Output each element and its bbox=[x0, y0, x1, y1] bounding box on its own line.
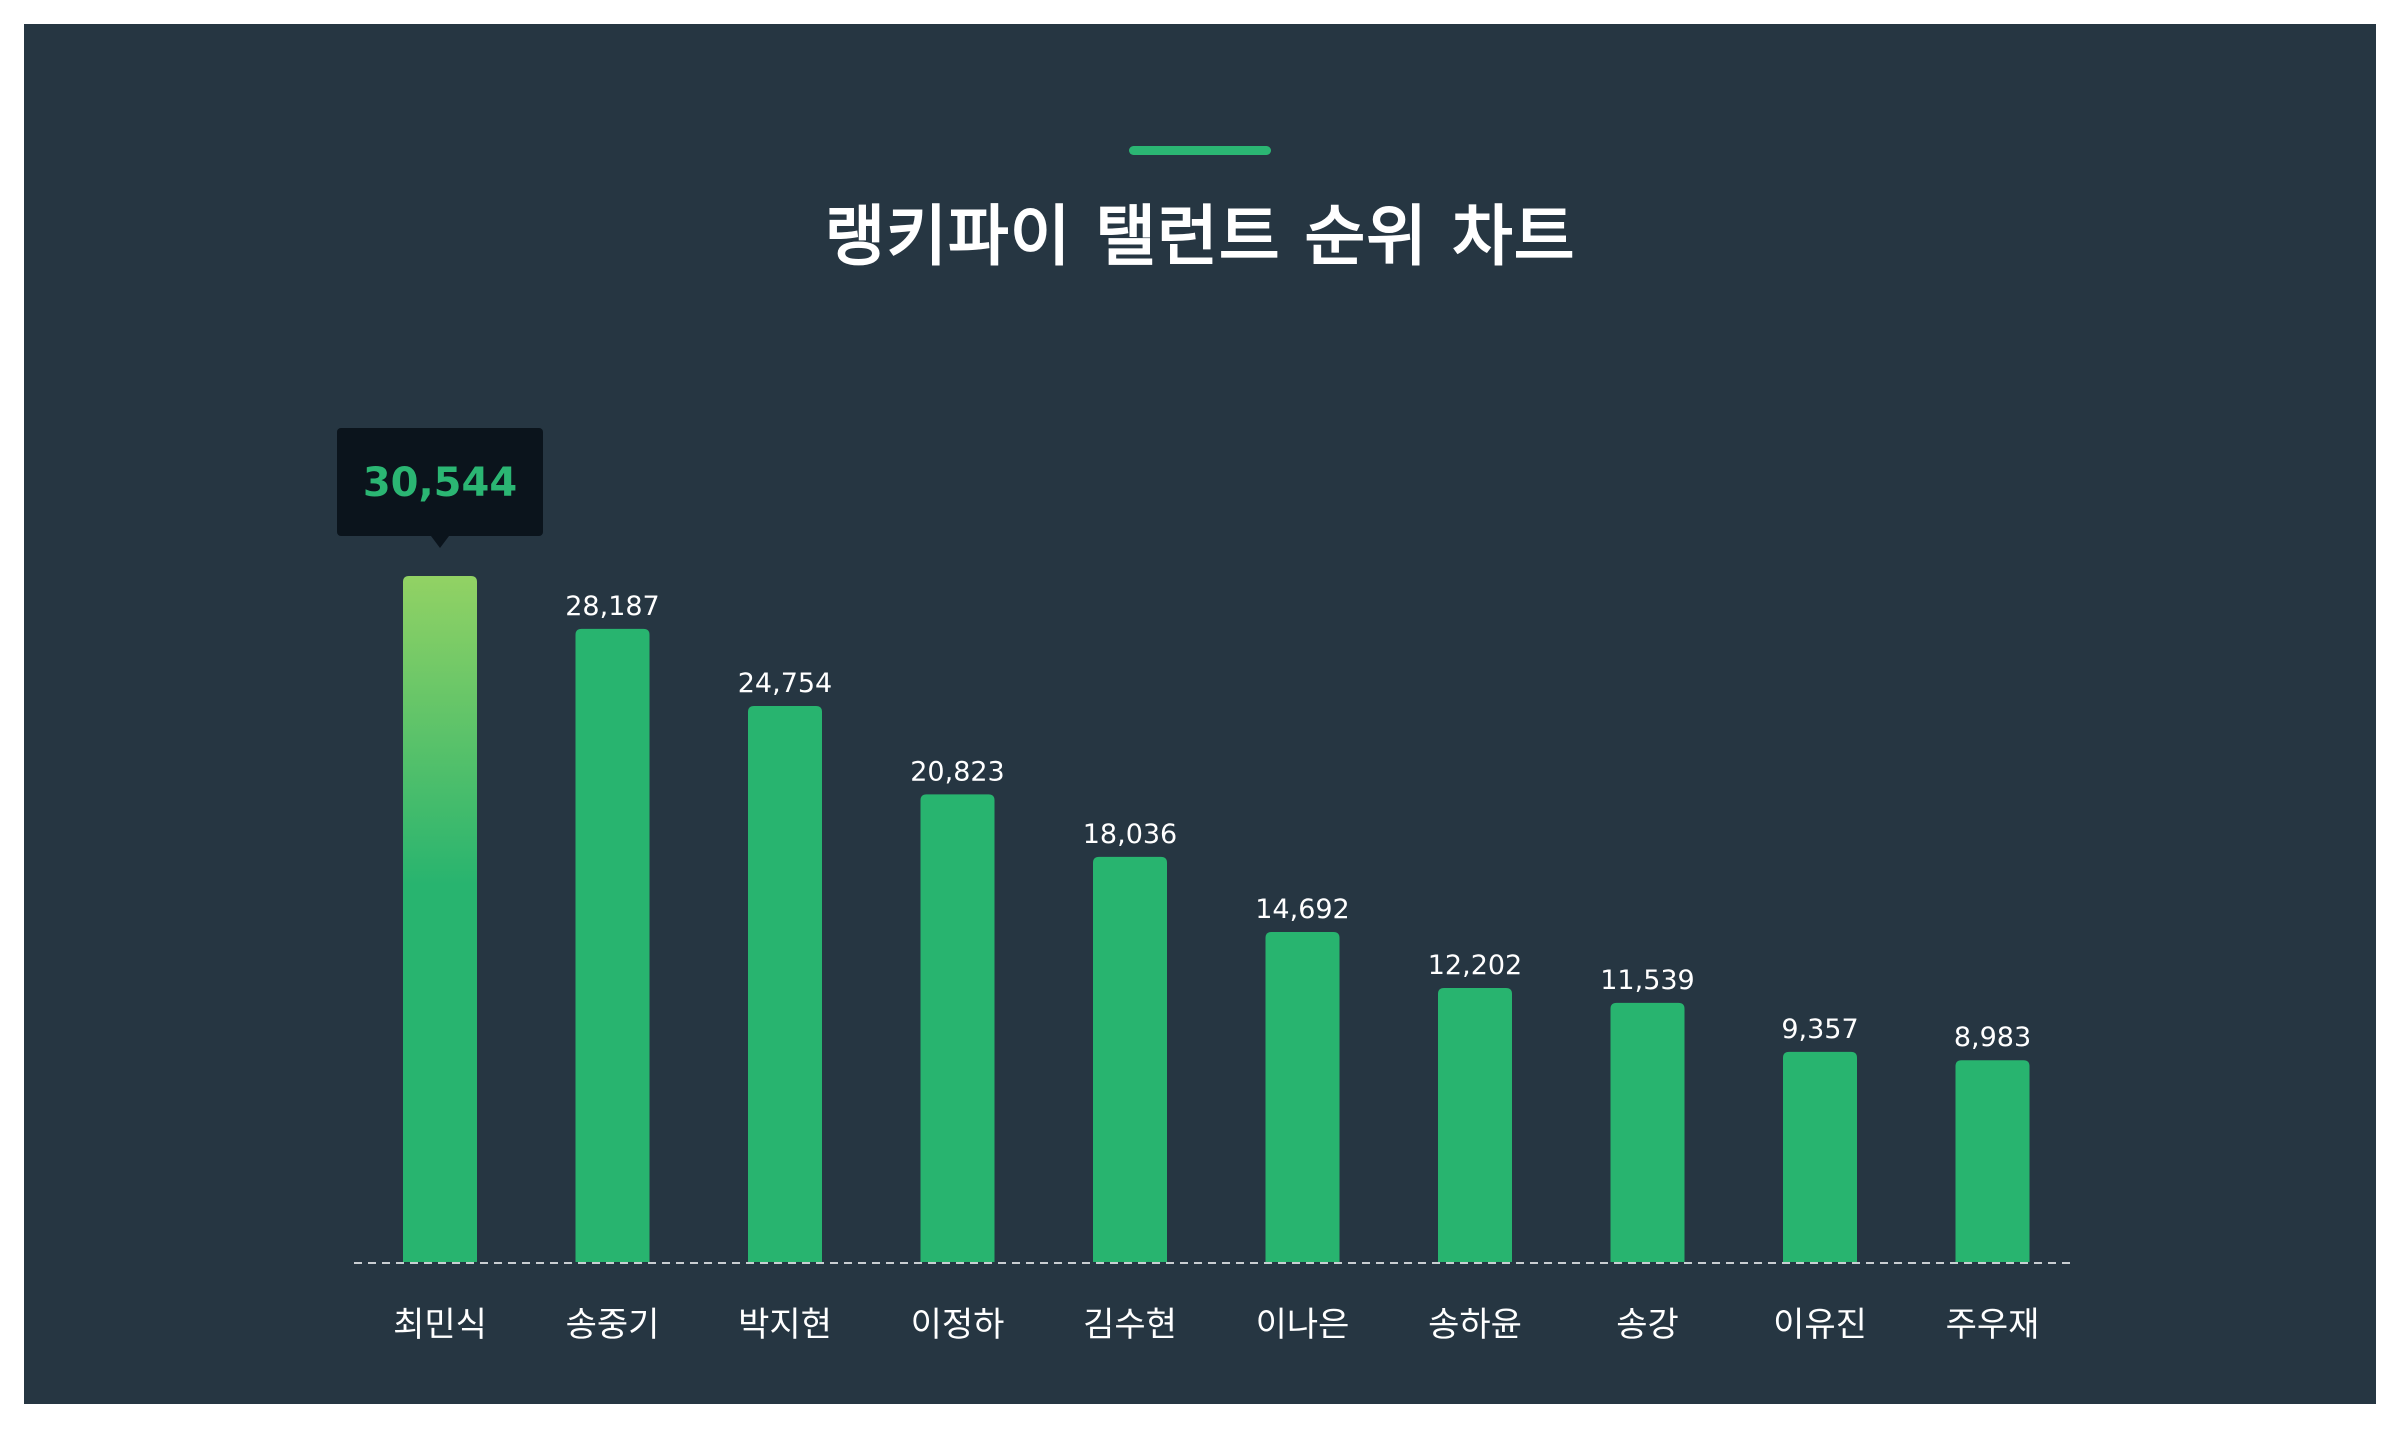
category-label: 이유진 bbox=[1773, 1305, 1867, 1345]
category-label: 송중기 bbox=[566, 1305, 660, 1345]
chart-panel: 랭키파이 탤런트 순위 차트 30,544 최민식 28,187 송중기 24,754 박… bbox=[24, 24, 2376, 1404]
category-label: 송하윤 bbox=[1428, 1305, 1522, 1345]
value-label: 14,692 bbox=[1255, 894, 1349, 925]
value-label: 9,357 bbox=[1781, 1014, 1858, 1045]
category-label: 김수현 bbox=[1083, 1305, 1177, 1345]
category-label: 이나은 bbox=[1256, 1305, 1350, 1345]
value-label: 12,202 bbox=[1428, 950, 1522, 981]
category-label: 송강 bbox=[1616, 1305, 1679, 1345]
bar-3[interactable] bbox=[748, 706, 822, 1262]
bar-4[interactable] bbox=[920, 794, 995, 1262]
bar-10[interactable] bbox=[1955, 1060, 2030, 1262]
category-label: 주우재 bbox=[1946, 1305, 2040, 1345]
tooltip-box bbox=[337, 428, 543, 536]
bar-5[interactable] bbox=[1093, 856, 1167, 1262]
category-label: 최민식 bbox=[393, 1305, 487, 1345]
bar-2[interactable] bbox=[575, 628, 650, 1262]
tooltip-arrow bbox=[431, 536, 449, 548]
value-label: 18,036 bbox=[1083, 819, 1177, 850]
title-accent-bar bbox=[1129, 146, 1271, 155]
tooltip-value: 30,544 bbox=[363, 460, 517, 506]
value-label: 8,983 bbox=[1954, 1022, 2031, 1053]
value-label: 28,187 bbox=[565, 591, 659, 622]
bar-9[interactable] bbox=[1783, 1051, 1857, 1262]
category-label: 박지현 bbox=[738, 1305, 832, 1345]
category-label: 이정하 bbox=[911, 1305, 1005, 1345]
chart-title: 랭키파이 탤런트 순위 차트 bbox=[824, 198, 1576, 275]
value-label: 20,823 bbox=[910, 756, 1004, 787]
bar-8[interactable] bbox=[1610, 1002, 1685, 1262]
value-label: 24,754 bbox=[738, 668, 832, 699]
value-label: 11,539 bbox=[1600, 965, 1694, 996]
bar-1[interactable] bbox=[403, 576, 477, 1262]
bar-chart: 30,544 최민식 28,187 송중기 24,754 박지현 20,823 이정하 18,0… bbox=[337, 428, 2076, 1345]
bar-6[interactable] bbox=[1265, 932, 1340, 1262]
bar-7[interactable] bbox=[1438, 987, 1512, 1262]
